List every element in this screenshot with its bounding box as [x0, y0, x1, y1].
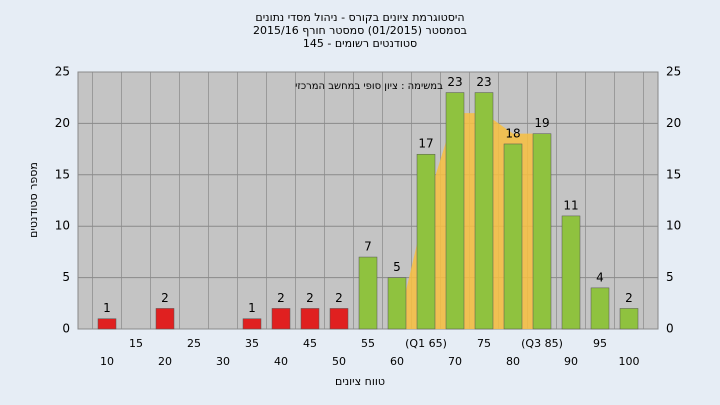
x-tick-label: (Q3 85) [521, 337, 563, 350]
data-label: 1 [103, 301, 111, 315]
data-label: 1 [248, 301, 256, 315]
data-label: 2 [335, 291, 343, 305]
x-tick-label: 35 [245, 337, 259, 350]
data-label: 23 [447, 75, 462, 89]
bar [242, 318, 262, 330]
x-tick-label: 20 [158, 355, 172, 368]
data-label: 5 [393, 260, 401, 274]
bar [503, 143, 523, 330]
x-tick-label: 70 [448, 355, 462, 368]
y2-tick-label: 10 [666, 219, 681, 233]
x-tick-label: 40 [274, 355, 288, 368]
bar [561, 215, 581, 330]
y-tick-label: 20 [55, 116, 70, 130]
bar [532, 133, 552, 330]
data-label: 2 [161, 291, 169, 305]
data-label: 2 [277, 291, 285, 305]
bar [300, 308, 320, 330]
data-label: 23 [476, 75, 491, 89]
chart-title: היסטוגרמת ציונים בקורס - ניהול מסדי נתונ… [255, 11, 464, 24]
y2-tick-label: 15 [666, 167, 681, 181]
data-label: 2 [625, 291, 633, 305]
data-label: 4 [596, 270, 604, 284]
x-tick-label: 55 [361, 337, 375, 350]
bar [474, 92, 494, 330]
y-tick-label: 10 [55, 219, 70, 233]
x-tick-label: 45 [303, 337, 317, 350]
x-tick-label: 80 [506, 355, 520, 368]
y2-tick-label: 0 [666, 322, 674, 336]
y-axis-label: מספר סטודנטים [27, 162, 40, 238]
y-tick-label: 5 [62, 270, 70, 284]
x-tick-label: 50 [332, 355, 346, 368]
bar [590, 287, 610, 330]
bar [358, 256, 378, 330]
chart-subtitle: סטודנטים רשומים - 145 [303, 37, 417, 50]
x-tick-label: 15 [129, 337, 143, 350]
data-label: 17 [418, 137, 433, 151]
bar [445, 92, 465, 330]
x-tick-label: 100 [619, 355, 640, 368]
x-tick-label: 30 [216, 355, 230, 368]
bar [329, 308, 349, 330]
x-axis-label: טווח ציונים [335, 375, 385, 388]
y-tick-label: 25 [55, 65, 70, 79]
y2-tick-label: 20 [666, 116, 681, 130]
data-label: 18 [505, 126, 520, 140]
annotation: במשימה : ציון סופי במחשב המרכזי [295, 81, 443, 92]
y2-tick-label: 5 [666, 270, 674, 284]
x-tick-label: (Q1 65) [405, 337, 447, 350]
data-label: 19 [534, 116, 549, 130]
x-tick-label: 95 [593, 337, 607, 350]
bar [619, 308, 639, 330]
x-tick-label: 60 [390, 355, 404, 368]
bar [155, 308, 175, 330]
x-tick-label: 90 [564, 355, 578, 368]
y-tick-label: 15 [55, 167, 70, 181]
bar [387, 277, 407, 330]
data-label: 11 [563, 198, 578, 212]
y2-tick-label: 25 [666, 65, 681, 79]
y-tick-label: 0 [62, 322, 70, 336]
data-label: 7 [364, 240, 372, 254]
bar [271, 308, 291, 330]
chart-subtitle: בסמסטר (01/2015) סמסטר חורף 2015/16 [253, 24, 467, 37]
data-label: 2 [306, 291, 314, 305]
x-tick-label: 25 [187, 337, 201, 350]
x-tick-label: 75 [477, 337, 491, 350]
bar [97, 318, 117, 330]
bar [416, 153, 436, 330]
x-tick-label: 10 [100, 355, 114, 368]
